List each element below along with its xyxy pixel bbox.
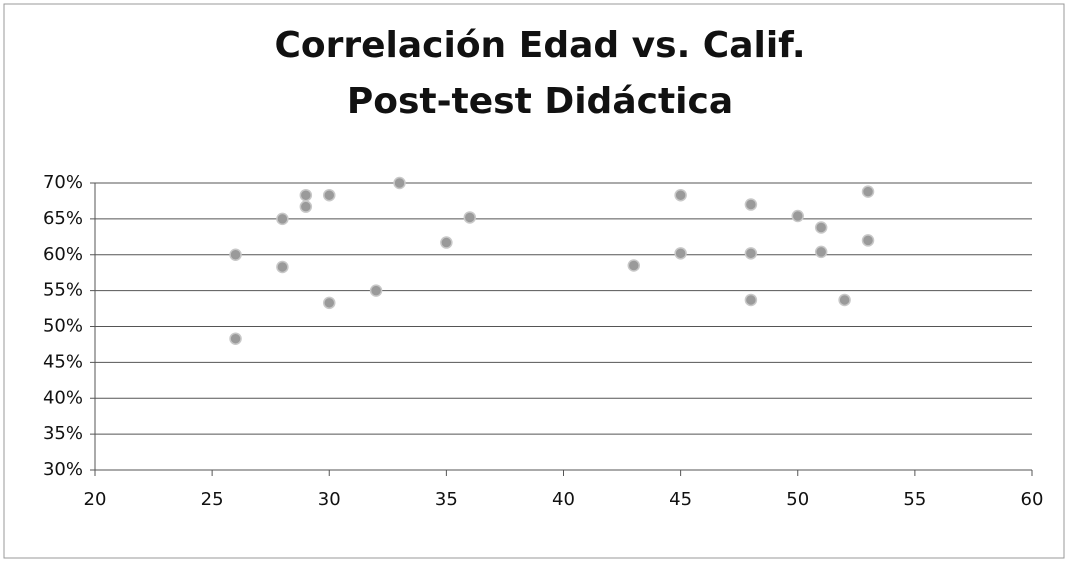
point: [627, 259, 641, 272]
y-tick-label: 35%: [43, 423, 83, 444]
point: [440, 236, 453, 249]
point: [276, 260, 289, 274]
x-tick-label: 55: [903, 489, 926, 510]
x-tick-label: 60: [1021, 489, 1044, 510]
point: [791, 209, 804, 223]
chart-title: Correlación Edad vs. Calif. Post-test Di…: [274, 25, 806, 122]
y-tick-label: 40%: [43, 387, 83, 408]
point: [814, 221, 828, 234]
point: [393, 176, 406, 190]
x-tick-label: 35: [435, 489, 458, 510]
point: [299, 188, 313, 202]
point: [463, 211, 477, 224]
y-tick-label: 45%: [43, 351, 83, 372]
y-tick-label: 50%: [43, 316, 83, 337]
chart-border: [3, 3, 1065, 559]
y-tick-label: 55%: [43, 280, 83, 301]
point: [229, 332, 242, 345]
x-tick-label: 40: [552, 489, 575, 510]
x-tick-label: 25: [201, 489, 224, 510]
point: [744, 247, 758, 260]
x-tick-label: 30: [318, 489, 341, 510]
x-tick-label: 20: [84, 489, 107, 510]
y-tick-label: 60%: [43, 244, 83, 265]
point: [814, 245, 828, 259]
point: [323, 296, 336, 310]
point: [674, 247, 687, 260]
point: [674, 188, 687, 202]
point: [229, 248, 242, 261]
point: [861, 234, 875, 247]
point: [299, 200, 313, 213]
point: [744, 198, 758, 211]
x-tick-label: 45: [669, 489, 692, 510]
y-tick-label: 70%: [43, 172, 83, 193]
point: [744, 293, 758, 307]
point: [838, 293, 851, 307]
point: [861, 185, 875, 198]
point: [369, 284, 383, 297]
y-tick-label: 65%: [43, 208, 83, 229]
point: [276, 212, 289, 226]
x-tick-label: 50: [786, 489, 809, 510]
point: [323, 188, 336, 202]
y-tick-label: 30%: [43, 459, 83, 480]
